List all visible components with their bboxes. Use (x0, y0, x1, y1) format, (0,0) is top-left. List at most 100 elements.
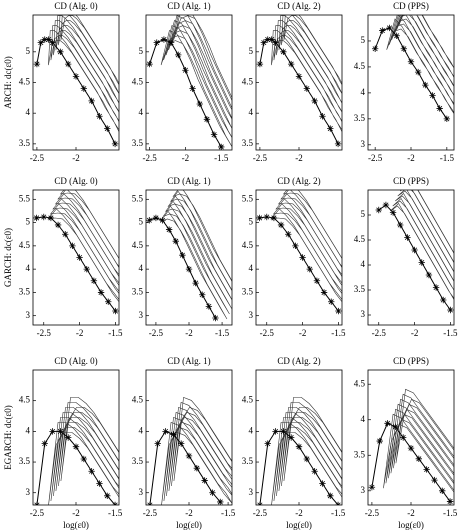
star-marker (209, 489, 216, 496)
panel-title: CD (Alg. 0) (54, 1, 97, 11)
star-marker (105, 298, 112, 305)
star-marker (33, 214, 40, 222)
y-tick-label: 4.5 (132, 240, 144, 250)
star-marker (392, 423, 399, 431)
star-marker (414, 68, 422, 76)
panel-title: CD (Alg. 0) (54, 176, 97, 186)
contour (385, 408, 454, 485)
y-tick-label: 3 (26, 487, 31, 497)
x-tick-label: -2.5 (149, 328, 164, 338)
star-marker (368, 484, 376, 491)
star-marker (311, 97, 318, 105)
contour (277, 193, 342, 278)
panel-title: CD (Alg. 2) (277, 356, 320, 366)
y-tick-label: 4.5 (132, 77, 144, 87)
contour (278, 407, 342, 492)
panel-title: CD (Alg. 1) (167, 1, 210, 11)
star-marker (411, 246, 418, 254)
plot-area (33, 397, 119, 505)
contour (392, 198, 454, 291)
y-tick-label: 3 (361, 139, 366, 149)
y-tick-label: 5 (361, 209, 366, 219)
star-marker (185, 452, 193, 460)
contour (391, 15, 454, 97)
contour (417, 190, 454, 254)
star-marker (96, 113, 103, 120)
axes-frame (367, 189, 455, 326)
star-marker (256, 60, 264, 68)
y-tick-label: 3 (249, 487, 254, 497)
panel-title: CD (Alg. 0) (54, 356, 97, 366)
plot-area (371, 15, 454, 123)
star-marker (335, 307, 342, 315)
star-marker (104, 125, 111, 132)
series-line (378, 204, 451, 311)
contour (58, 15, 119, 95)
star-marker (199, 291, 206, 298)
star-marker (159, 217, 166, 224)
contour (60, 15, 119, 86)
contour (50, 25, 119, 123)
star-marker (193, 464, 201, 472)
contour (47, 208, 119, 303)
contour (50, 417, 119, 502)
contour (163, 416, 232, 502)
star-marker (54, 221, 62, 229)
star-marker (418, 259, 425, 266)
contour (163, 25, 232, 139)
contour (168, 406, 232, 492)
contour (160, 30, 232, 148)
y-tick-label: 4 (139, 107, 144, 117)
y-tick-label: 4.5 (354, 234, 366, 244)
contour (390, 398, 454, 474)
star-marker (152, 214, 160, 222)
star-marker (319, 113, 326, 120)
contour (283, 397, 342, 482)
star-marker (371, 45, 379, 52)
x-tick-label: -1.5 (331, 328, 346, 338)
star-marker (285, 231, 292, 238)
contour (398, 15, 454, 69)
y-tick-label: 4 (249, 107, 254, 117)
star-marker (96, 480, 103, 487)
y-tick-label: 5.5 (242, 193, 254, 203)
y-tick-label: 3.5 (132, 456, 144, 466)
x-tick-label: -2 (72, 508, 80, 518)
star-marker (292, 242, 299, 250)
star-marker (443, 115, 451, 123)
contour (166, 411, 232, 497)
x-tick-label: -2 (295, 508, 303, 518)
x-tick-label: -1.5 (443, 508, 458, 518)
x-tick-label: -2.5 (143, 508, 158, 518)
y-tick-label: 3.5 (242, 286, 254, 296)
plot-area (146, 190, 232, 322)
star-marker (83, 265, 90, 273)
y-tick-label: 5 (139, 46, 144, 56)
contour (276, 20, 342, 113)
contour (395, 388, 454, 464)
y-tick-label: 4 (26, 425, 31, 435)
y-tick-label: 4 (249, 425, 254, 435)
panel-title: CD (Alg. 1) (167, 176, 210, 186)
y-tick-label: 4.5 (19, 395, 31, 405)
star-marker (175, 51, 182, 59)
star-marker (167, 39, 175, 46)
y-tick-label: 3 (26, 310, 31, 320)
plot-area (256, 190, 342, 315)
x-tick-label: -2 (299, 328, 307, 338)
plot-area (256, 397, 342, 505)
y-tick-label: 4.5 (242, 395, 254, 405)
x-tick-label: -2.5 (142, 153, 157, 163)
contour (55, 407, 119, 492)
contour (281, 402, 342, 487)
star-marker (260, 39, 268, 46)
contour (271, 30, 342, 133)
contour (60, 397, 119, 482)
plot-area (256, 15, 342, 148)
series-line (149, 430, 221, 505)
y-tick-label: 4.5 (19, 77, 31, 87)
x-tick-label: -2 (407, 508, 415, 518)
x-tick-label: -2.5 (372, 328, 387, 338)
star-marker (376, 437, 383, 445)
